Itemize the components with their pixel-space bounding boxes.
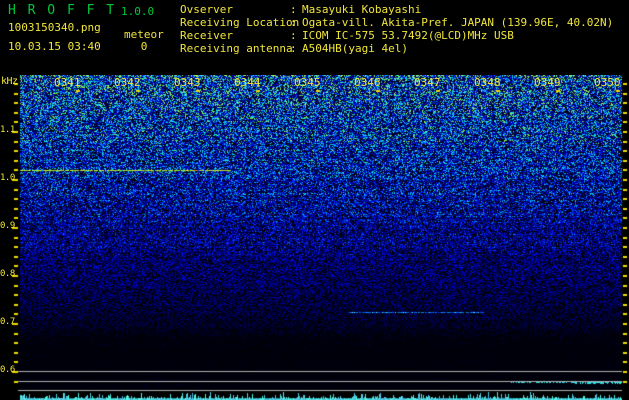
frequency-tick-label: 0.8 <box>0 269 15 279</box>
spectrogram-canvas <box>0 75 629 400</box>
app-version: 1.0.0 <box>121 5 155 18</box>
time-tick-label: 0341 <box>54 76 81 89</box>
meteor-counter-label: meteor <box>124 28 164 41</box>
info-value: Masayuki Kobayashi <box>302 3 422 16</box>
app-title: H R O F F T <box>8 3 117 18</box>
time-tick-label: 0349 <box>534 76 561 89</box>
frequency-tick-label: 1.0 <box>0 173 15 183</box>
info-value: Ogata-vill. Akita-Pref. JAPAN (139.96E, … <box>302 16 614 29</box>
info-colon: : <box>290 42 297 55</box>
time-tick-label: 0347 <box>414 76 441 89</box>
frequency-tick-label: 1.1 <box>0 125 15 135</box>
info-value: ICOM IC-575 53.7492(@LCD)MHz USB <box>302 29 514 42</box>
observation-datetime: 10.03.15 03:40 <box>8 40 101 53</box>
info-label: Receiving antenna <box>180 42 293 55</box>
time-tick-label: 0342 <box>114 76 141 89</box>
info-label: Receiving Location <box>180 16 300 29</box>
time-tick-label: 0348 <box>474 76 501 89</box>
info-colon: : <box>290 3 297 16</box>
time-tick-label: 0345 <box>294 76 321 89</box>
meteor-counter-value: 0 <box>140 40 148 53</box>
time-tick-label: 0344 <box>234 76 261 89</box>
frequency-tick-label: 0.6 <box>0 365 15 375</box>
time-tick-label: 0350 <box>594 76 621 89</box>
info-colon: : <box>290 16 297 29</box>
frequency-tick-label: 0.7 <box>0 317 15 327</box>
info-label: Ovserver <box>180 3 233 16</box>
info-colon: : <box>290 29 297 42</box>
observation-info: Ovserver : Masayuki Kobayashi Receiving … <box>180 3 613 55</box>
frequency-tick-label: 0.9 <box>0 221 15 231</box>
time-tick-label: 0343 <box>174 76 201 89</box>
frequency-axis-unit: kHz <box>1 76 18 87</box>
output-filename: 1003150340.png <box>8 21 101 34</box>
info-value: A504HB(yagi 4el) <box>302 42 408 55</box>
info-label: Receiver <box>180 29 233 42</box>
time-tick-label: 0346 <box>354 76 381 89</box>
